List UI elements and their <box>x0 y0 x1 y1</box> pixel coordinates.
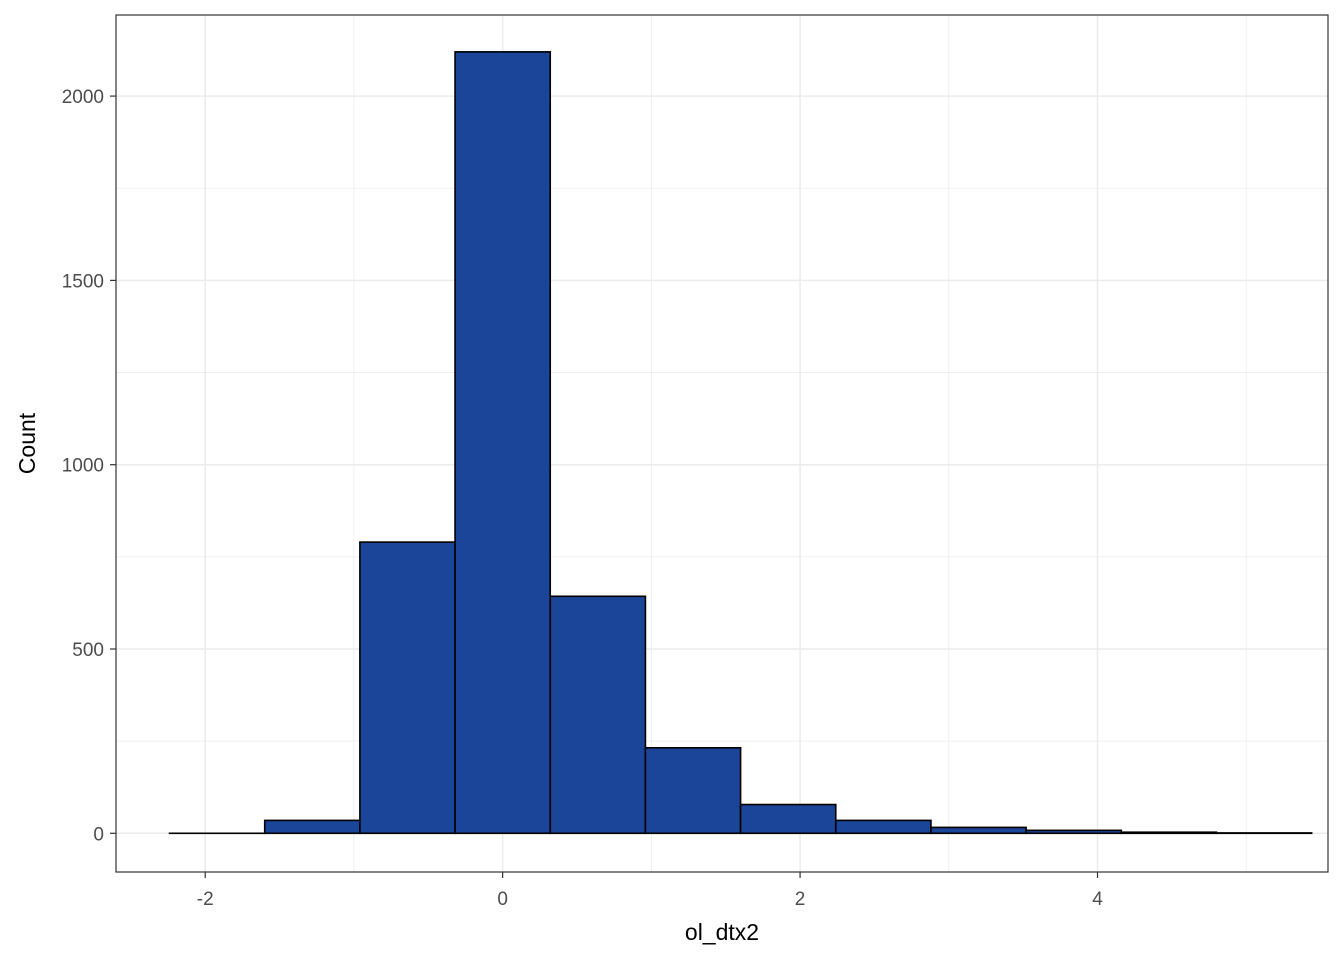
x-tick-label: -2 <box>197 889 214 910</box>
y-axis-ticks: 0 500 1000 1500 2000 <box>62 87 116 845</box>
histogram-bar <box>739 803 837 835</box>
x-axis-title: ol_dtx2 <box>685 919 759 945</box>
histogram-bar <box>644 746 742 835</box>
x-tick-label: 4 <box>1092 889 1103 910</box>
histogram-bars <box>168 51 1313 835</box>
histogram-bar <box>359 541 456 835</box>
panel-border <box>115 14 1329 873</box>
histogram-bar <box>263 819 361 835</box>
x-tick-label: 2 <box>795 889 806 910</box>
y-tick-label: 0 <box>93 824 104 845</box>
y-tick-label: 1000 <box>62 456 104 477</box>
histogram-bar <box>549 595 647 835</box>
y-axis-title: Count <box>14 412 40 474</box>
histogram-bar <box>1120 831 1218 835</box>
histogram-bar <box>834 819 932 835</box>
x-tick-label: 0 <box>497 889 508 910</box>
y-tick-label: 2000 <box>62 87 104 108</box>
y-tick-label: 1500 <box>62 271 104 292</box>
histogram-bar <box>454 51 552 835</box>
grid-minor <box>116 15 1328 872</box>
histogram-bar <box>930 826 1027 835</box>
y-tick-label: 500 <box>72 640 104 661</box>
histogram-bar <box>1025 829 1123 835</box>
x-axis-ticks: -2 0 2 4 <box>197 872 1103 910</box>
